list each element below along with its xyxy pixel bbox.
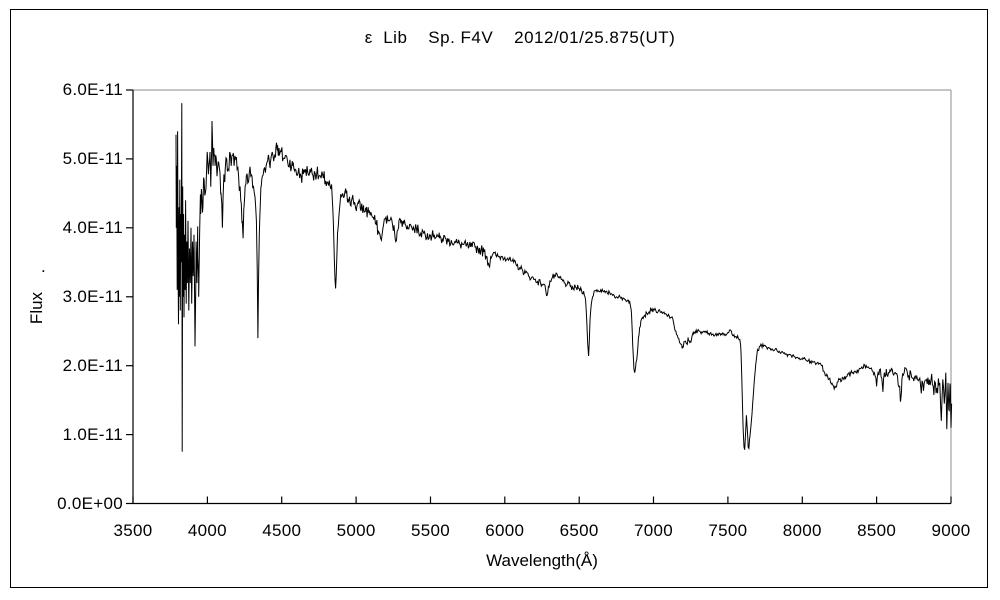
y-tick-label: 2.0E-11 [62,355,123,375]
y-tick-label: 5.0E-11 [62,148,123,168]
spectrum-line [175,103,953,452]
x-axis-title: Wavelength(Å) [486,551,598,570]
y-tick-label: 3.0E-11 [62,286,123,306]
x-tick-label: 7500 [708,520,748,540]
y-tick-label: 4.0E-11 [62,217,123,237]
chart-title: ε Lib Sp. F4V 2012/01/25.875(UT) [364,28,676,47]
x-tick-label: 4500 [262,520,302,540]
y-tick-label: 1.0E-11 [62,424,123,444]
x-tick-label: 6500 [559,520,599,540]
x-tick-label: 4000 [187,520,227,540]
stray-dot-mark: . [41,257,46,276]
y-axis-title: Flux [27,291,46,325]
x-tick-label: 8000 [782,520,822,540]
x-tick-label: 5500 [410,520,450,540]
y-tick-label: 6.0E-11 [62,80,123,99]
x-tick-label: 9000 [931,520,971,540]
x-tick-label: 5000 [336,520,376,540]
y-tick-label: 0.0E+00 [57,493,123,513]
x-tick-label: 3500 [113,520,153,540]
x-tick-label: 6000 [485,520,525,540]
x-tick-label: 7000 [634,520,674,540]
x-tick-label: 8500 [857,520,897,540]
